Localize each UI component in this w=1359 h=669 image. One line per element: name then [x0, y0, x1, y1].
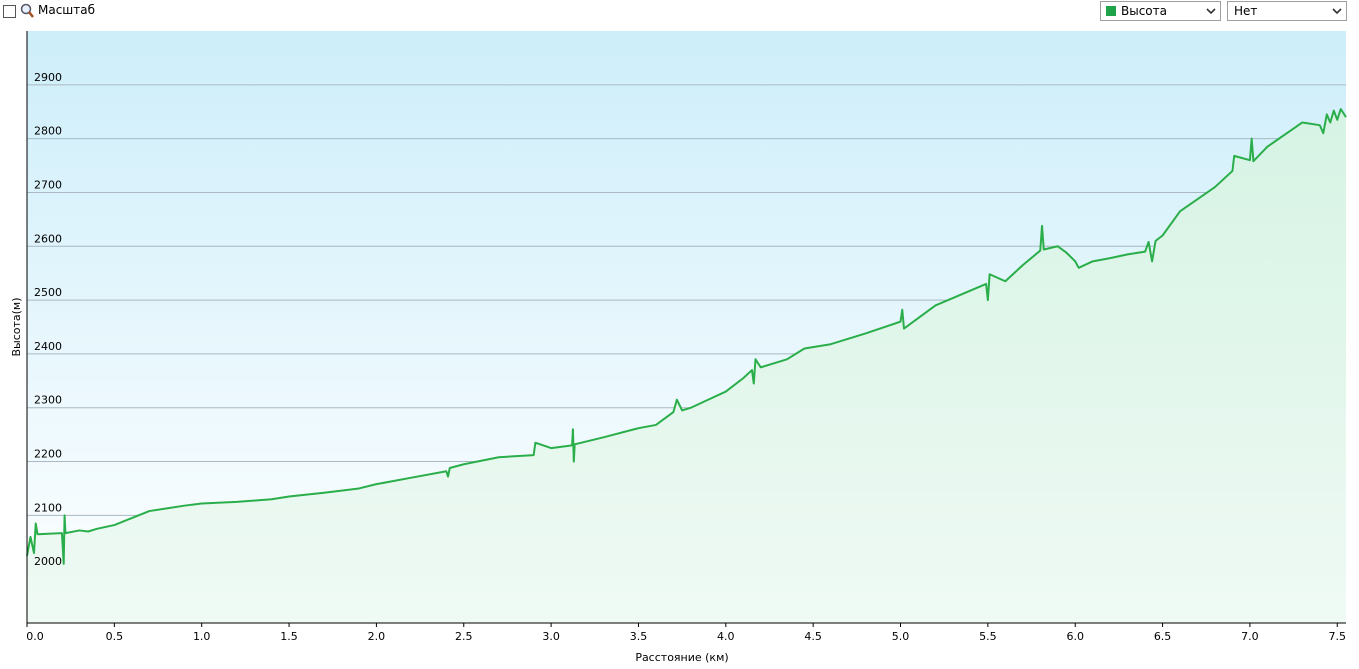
zoom-icon: [20, 3, 34, 18]
x-tick-label: 3.5: [630, 630, 648, 643]
metric-select[interactable]: Высота: [1100, 1, 1221, 21]
y-tick-label: 2400: [34, 340, 62, 353]
y-tick-label: 2800: [34, 125, 62, 138]
x-tick-label: 2.5: [455, 630, 473, 643]
dropdown-arrow: [1206, 8, 1216, 15]
x-tick-label: 7.0: [1241, 630, 1259, 643]
elevation-line: [26, 108, 1347, 565]
x-tick-label: 6.5: [1154, 630, 1172, 643]
plot-background: [27, 31, 1346, 623]
dropdown-arrow: [1332, 8, 1342, 15]
y-tick-label: 2600: [34, 232, 62, 245]
y-axis-label: Высота(м): [10, 297, 23, 356]
y-tick-label: 2700: [34, 178, 62, 191]
x-tick-label: 5.5: [979, 630, 997, 643]
area-fill: [27, 109, 1346, 623]
y-tick-label: 2300: [34, 394, 62, 407]
zoom-label: Масштаб: [38, 3, 96, 17]
x-tick-label: 0.5: [106, 630, 124, 643]
y-tick-label: 2500: [34, 286, 62, 299]
x-tick-label: 4.0: [717, 630, 735, 643]
x-tick-label: 7.5: [1329, 630, 1347, 643]
x-tick-label: 5.0: [892, 630, 910, 643]
x-tick-label: 2.0: [368, 630, 386, 643]
metric-select-text: Высота: [1121, 4, 1167, 18]
y-tick-label: 2100: [34, 501, 62, 514]
x-tick-label: 1.0: [193, 630, 211, 643]
y-tick-label: 2900: [34, 71, 62, 84]
metric-swatch: [1106, 6, 1116, 16]
x-tick-label: 0.0: [26, 630, 44, 643]
x-tick-label: 3.0: [542, 630, 560, 643]
x-axis-label: Расстояние (км): [635, 651, 728, 664]
overlay-select[interactable]: Нет: [1227, 1, 1347, 21]
zoom-checkbox[interactable]: [3, 5, 16, 18]
x-tick-label: 4.5: [804, 630, 822, 643]
overlay-select-text: Нет: [1234, 4, 1258, 18]
y-tick-label: 2200: [34, 448, 62, 461]
y-tick-label: 2000: [34, 555, 62, 568]
x-tick-label: 6.0: [1066, 630, 1084, 643]
x-tick-label: 1.5: [280, 630, 298, 643]
